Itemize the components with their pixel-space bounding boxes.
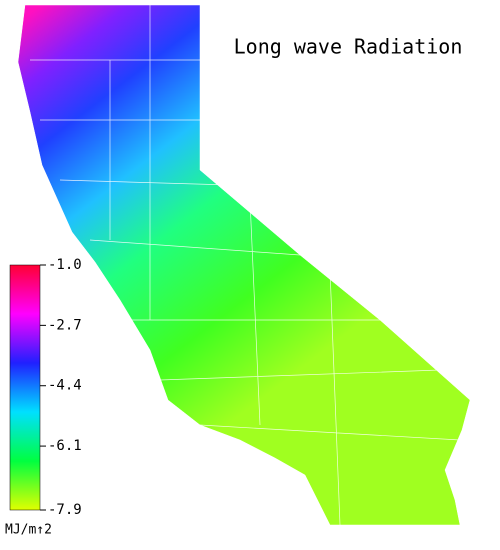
tick-label: -7.9 [48, 502, 82, 518]
county-borders [30, 5, 461, 526]
map-title: Long wave Radiation [234, 35, 463, 59]
unit-label: MJ/m↑2 [5, 523, 52, 538]
california-map [17, 4, 471, 526]
tick-label: -1.0 [48, 257, 82, 273]
tick-label: -2.7 [48, 317, 82, 333]
tick-label: -6.1 [48, 438, 82, 454]
tick-label: -4.4 [48, 378, 82, 394]
color-bar [9, 264, 41, 511]
